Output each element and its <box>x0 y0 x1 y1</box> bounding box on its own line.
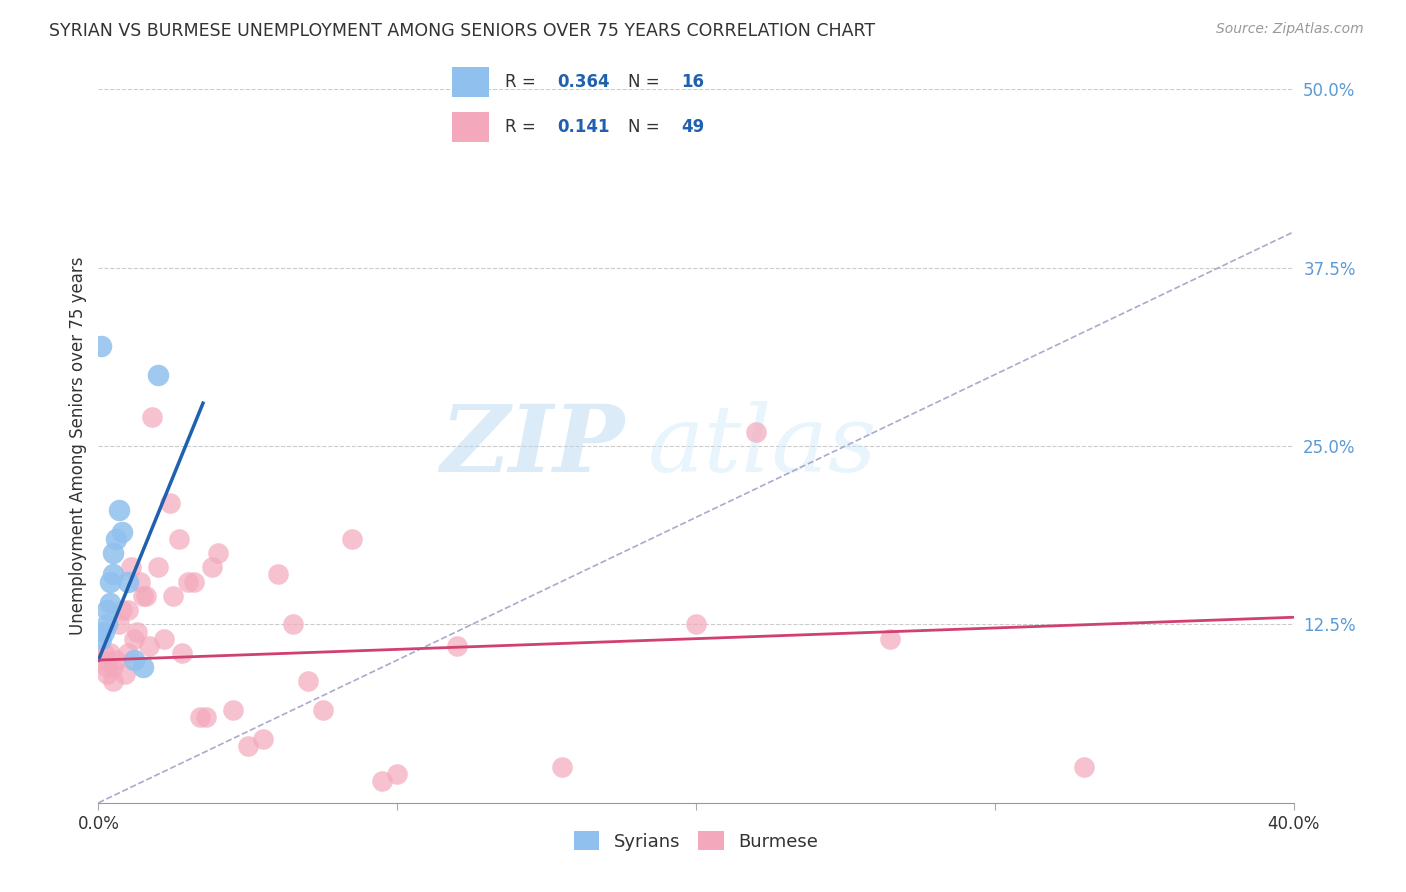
Point <box>550 760 572 774</box>
Point <box>153 632 176 646</box>
Point <box>111 524 134 539</box>
Text: 49: 49 <box>681 119 704 136</box>
Point <box>177 574 200 589</box>
Point <box>96 660 118 674</box>
Point <box>281 617 304 632</box>
Point <box>201 560 224 574</box>
Point <box>132 589 155 603</box>
Text: 0.141: 0.141 <box>557 119 610 136</box>
Point <box>103 660 125 674</box>
Text: atlas: atlas <box>648 401 877 491</box>
Point <box>96 667 118 681</box>
Point <box>127 624 149 639</box>
Point <box>141 410 163 425</box>
Point <box>685 617 707 632</box>
Bar <box>453 68 489 97</box>
Point <box>90 653 112 667</box>
Point <box>172 646 194 660</box>
Point <box>117 574 139 589</box>
Text: N =: N = <box>628 73 665 91</box>
Point <box>267 567 290 582</box>
Point <box>236 739 259 753</box>
Point <box>371 774 394 789</box>
Point <box>129 574 152 589</box>
Point <box>117 646 139 660</box>
Point <box>93 624 115 639</box>
Point <box>148 368 170 382</box>
Point <box>103 546 125 560</box>
Point <box>105 532 128 546</box>
Point <box>120 560 142 574</box>
Point <box>159 496 181 510</box>
Text: SYRIAN VS BURMESE UNEMPLOYMENT AMONG SENIORS OVER 75 YEARS CORRELATION CHART: SYRIAN VS BURMESE UNEMPLOYMENT AMONG SEN… <box>49 22 876 40</box>
Point <box>98 596 122 610</box>
Point <box>207 546 229 560</box>
Point <box>222 703 245 717</box>
Point <box>311 703 333 717</box>
Point <box>117 603 139 617</box>
Point <box>135 589 157 603</box>
Point <box>446 639 468 653</box>
Point <box>132 660 155 674</box>
Point <box>297 674 319 689</box>
Point <box>162 589 184 603</box>
Point <box>342 532 364 546</box>
Point <box>96 603 118 617</box>
Point <box>167 532 190 546</box>
Point <box>90 632 112 646</box>
Point <box>105 653 128 667</box>
Point <box>745 425 768 439</box>
Point <box>183 574 205 589</box>
Point <box>103 567 125 582</box>
Point <box>138 639 160 653</box>
Point <box>879 632 901 646</box>
Text: N =: N = <box>628 119 665 136</box>
Point <box>1073 760 1095 774</box>
Point <box>195 710 218 724</box>
Point <box>188 710 211 724</box>
Point <box>103 674 125 689</box>
Point <box>148 560 170 574</box>
Point <box>96 617 118 632</box>
Text: ZIP: ZIP <box>440 401 624 491</box>
Text: R =: R = <box>505 73 541 91</box>
Bar <box>453 112 489 142</box>
Point <box>98 646 122 660</box>
Point <box>93 646 115 660</box>
Point <box>98 574 122 589</box>
Point <box>124 653 146 667</box>
Legend: Syrians, Burmese: Syrians, Burmese <box>567 824 825 858</box>
Point <box>124 632 146 646</box>
Point <box>108 503 131 517</box>
Point <box>108 617 131 632</box>
Text: Source: ZipAtlas.com: Source: ZipAtlas.com <box>1216 22 1364 37</box>
Point <box>90 339 112 353</box>
Point <box>252 731 274 746</box>
Text: 16: 16 <box>681 73 704 91</box>
Point <box>114 667 136 681</box>
Text: 0.364: 0.364 <box>557 73 610 91</box>
Y-axis label: Unemployment Among Seniors over 75 years: Unemployment Among Seniors over 75 years <box>69 257 87 635</box>
Point <box>385 767 409 781</box>
Text: R =: R = <box>505 119 546 136</box>
Point <box>111 603 134 617</box>
